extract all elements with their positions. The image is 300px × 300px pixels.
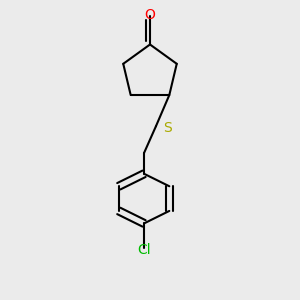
Text: Cl: Cl (137, 244, 151, 257)
Text: O: O (145, 8, 155, 22)
Text: S: S (163, 121, 172, 135)
